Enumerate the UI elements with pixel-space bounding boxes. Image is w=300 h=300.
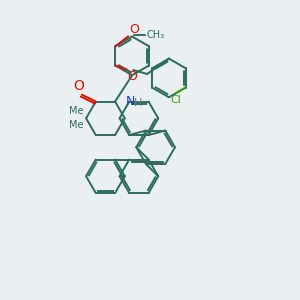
Text: Me: Me xyxy=(69,120,83,130)
Text: O: O xyxy=(129,23,139,36)
Text: H: H xyxy=(134,98,142,108)
Text: CH₃: CH₃ xyxy=(146,30,164,40)
Text: O: O xyxy=(127,70,137,83)
Text: Me: Me xyxy=(69,106,83,116)
Text: O: O xyxy=(74,79,84,93)
Text: N: N xyxy=(126,95,135,108)
Text: Cl: Cl xyxy=(170,94,181,104)
